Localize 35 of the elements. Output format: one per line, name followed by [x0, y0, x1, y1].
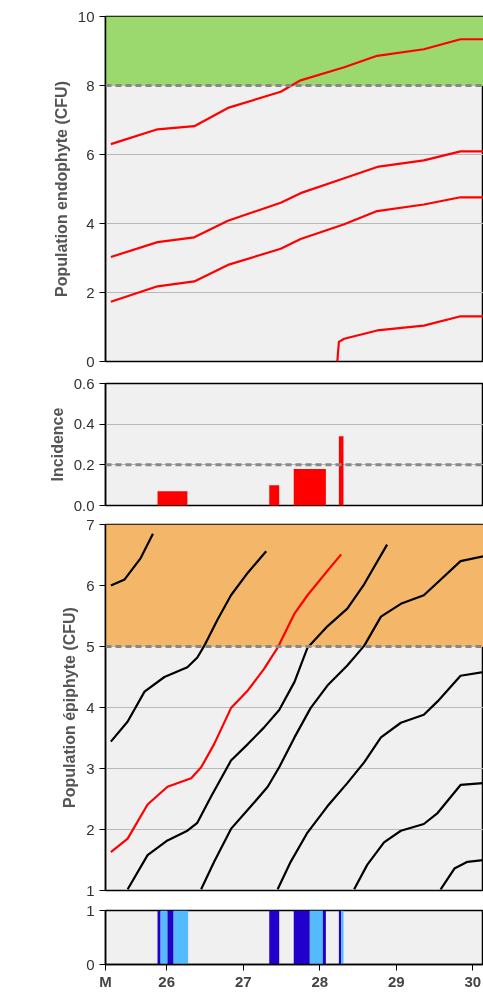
y-tick-label: 6 — [86, 145, 95, 163]
y-tick-label: 0 — [86, 352, 95, 370]
x-tick-label: 27 — [234, 972, 252, 990]
y-tick-label: 8 — [86, 76, 95, 94]
y-tick-label: 0 — [86, 955, 95, 973]
y-axis-title: Incidence — [48, 407, 66, 482]
y-tick-label: 5 — [86, 637, 95, 655]
x-tick-label: M — [99, 972, 112, 990]
y-tick-label: 0.6 — [73, 374, 95, 392]
line-series — [109, 550, 268, 743]
y-tick-label: 3 — [86, 759, 95, 777]
line-series — [109, 150, 483, 259]
x-tick-label: 26 — [158, 972, 176, 990]
line-series — [109, 553, 343, 854]
y-tick-label: 2 — [86, 820, 95, 838]
line-series — [109, 532, 155, 587]
y-tick-label: 0.2 — [73, 455, 95, 473]
x-tick-label: 28 — [311, 972, 329, 990]
y-tick-label: 10 — [77, 7, 95, 25]
y-tick-label: 6 — [86, 576, 95, 594]
line-series — [109, 196, 483, 303]
y-tick-label: 7 — [86, 515, 95, 533]
x-tick-label: 29 — [387, 972, 405, 990]
y-tick-label: 1 — [86, 901, 95, 919]
y-tick-label: 2 — [86, 283, 95, 301]
y-axis-title: Population endophyte (CFU) — [52, 81, 70, 297]
line-series — [336, 315, 483, 362]
y-tick-label: 0.0 — [73, 496, 95, 514]
y-tick-label: 4 — [86, 214, 95, 232]
x-tick-label: 30 — [464, 972, 482, 990]
line-series — [109, 38, 483, 146]
y-axis-title: Population épiphyte (CFU) — [61, 607, 79, 808]
y-tick-label: 1 — [86, 881, 95, 899]
y-tick-label: 4 — [86, 698, 95, 716]
y-tick-label: 0.4 — [73, 415, 95, 433]
